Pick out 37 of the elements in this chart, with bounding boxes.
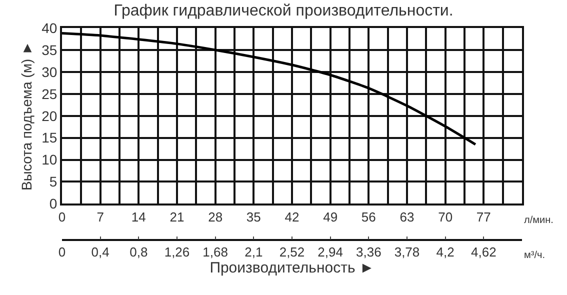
x2-tick-label: 2,94 [318, 244, 343, 260]
y-tick-label: 15 [42, 130, 58, 146]
x-tick-label: 21 [170, 209, 184, 224]
text: л/мин. [524, 215, 554, 226]
y-tick-label: 10 [42, 152, 58, 168]
y-tick-label: 0 [49, 196, 58, 212]
x2-tick-label: 2,52 [279, 244, 305, 260]
x2-tick-label: 0,8 [130, 244, 148, 260]
x-tick-label: 7 [96, 209, 104, 224]
x-tick-label: 56 [361, 209, 376, 224]
y-tick-label: 20 [42, 108, 58, 124]
x-tick-label: 63 [400, 209, 414, 224]
x2-tick-label: 4,2 [436, 244, 454, 260]
x2-tick-label: 3,78 [394, 244, 420, 260]
x-tick-label: 28 [208, 209, 223, 224]
line-series [62, 32, 477, 146]
x-tick-label: 49 [323, 209, 338, 224]
y-tick-label: 35 [42, 42, 58, 58]
x2-tick-label: 3,36 [356, 244, 382, 260]
y-axis-title: Высота подъема (м) ► [18, 41, 35, 191]
x-tick-label: 77 [476, 209, 491, 224]
x-tick-label: 35 [246, 209, 261, 224]
x-tick-label: 70 [438, 209, 453, 224]
x2-tick-label: 1,26 [164, 244, 190, 260]
x2-tick-label: 4,62 [471, 244, 496, 260]
x2-tick-label: 2,1 [244, 244, 263, 260]
x-axis-title: Производительность ► [210, 259, 374, 276]
x-tick-label: 14 [131, 209, 146, 224]
y-tick-label: 30 [42, 64, 58, 80]
x2-tick-label: 0,4 [91, 244, 110, 260]
x2-tick-label: 1,68 [202, 244, 228, 260]
text: м³/ч. [524, 250, 545, 261]
x-tick-label: 42 [284, 209, 300, 224]
y-tick-label: 25 [42, 86, 58, 102]
chart-title: График гидравлической производительности. [114, 2, 454, 20]
y-tick-label: 5 [49, 174, 58, 190]
y-tick-label: 40 [42, 20, 58, 36]
